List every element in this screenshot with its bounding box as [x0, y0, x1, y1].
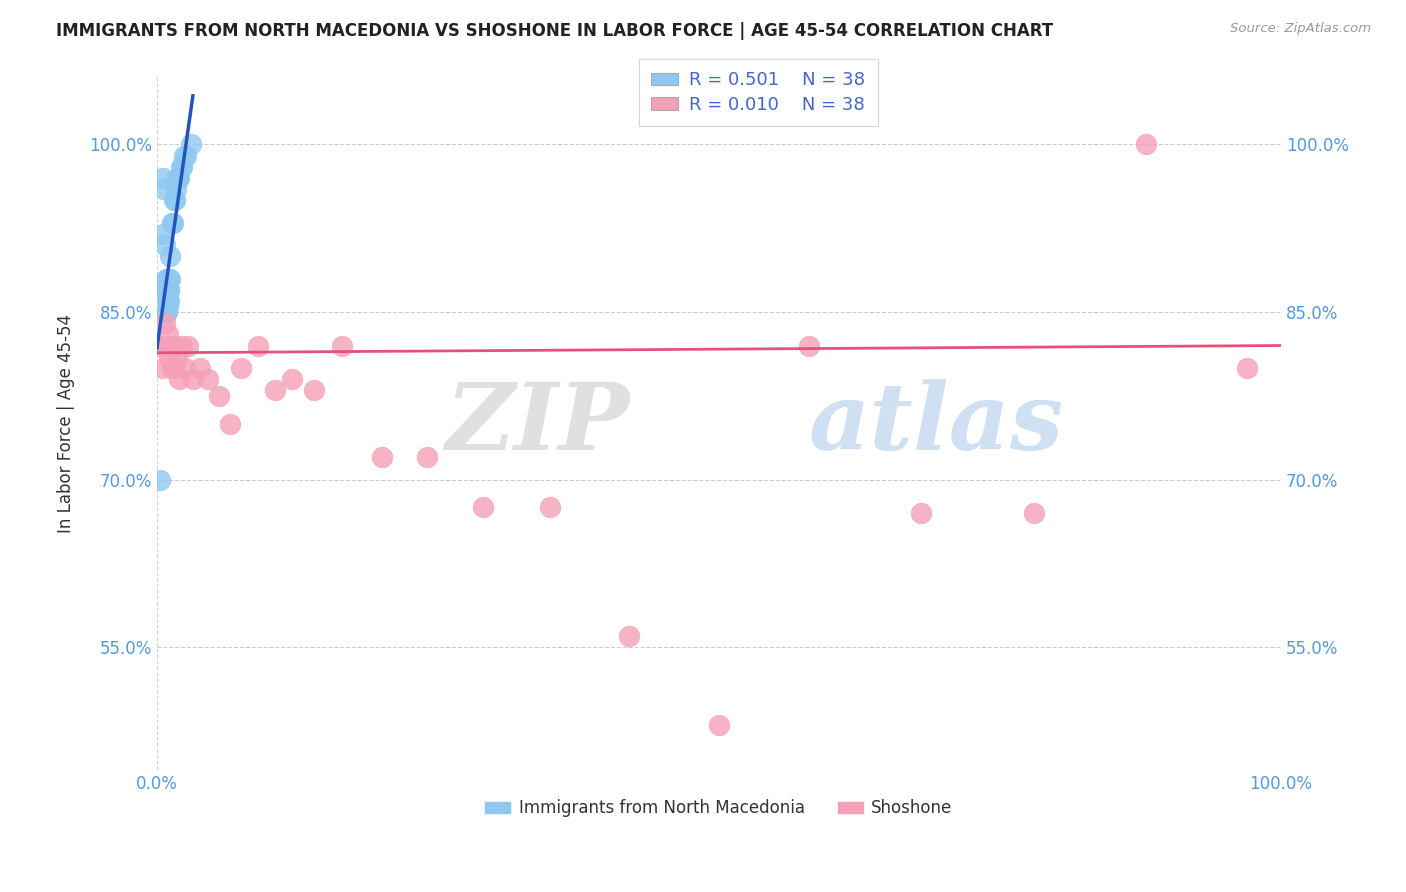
Point — [169, 160, 191, 174]
Point — [174, 148, 197, 162]
Point — [156, 338, 179, 352]
Point — [371, 450, 394, 465]
Point — [157, 293, 180, 308]
Point — [155, 338, 177, 352]
Point — [149, 473, 172, 487]
Point — [169, 372, 191, 386]
Point — [160, 216, 183, 230]
Point — [264, 383, 287, 397]
Point — [157, 300, 180, 314]
Point — [219, 417, 242, 431]
Text: atlas: atlas — [808, 379, 1064, 468]
Point — [153, 283, 176, 297]
Point — [797, 338, 820, 352]
Point — [152, 227, 174, 241]
Point — [156, 293, 179, 308]
Point — [157, 293, 180, 308]
Point — [415, 450, 437, 465]
Point — [170, 160, 193, 174]
Point — [1022, 506, 1045, 520]
Text: ZIP: ZIP — [444, 379, 628, 468]
Point — [617, 629, 640, 643]
Point — [149, 338, 172, 352]
Point — [910, 506, 932, 520]
Point — [156, 305, 179, 319]
Point — [160, 360, 183, 375]
Point — [1236, 360, 1258, 375]
Point — [181, 372, 204, 386]
Point — [166, 171, 188, 186]
Point — [162, 216, 184, 230]
Point — [177, 338, 200, 352]
Y-axis label: In Labor Force | Age 45-54: In Labor Force | Age 45-54 — [58, 314, 75, 533]
Text: Source: ZipAtlas.com: Source: ZipAtlas.com — [1230, 22, 1371, 36]
Point — [163, 194, 186, 208]
Point — [157, 283, 180, 297]
Point — [304, 383, 326, 397]
Point — [152, 360, 174, 375]
Point — [332, 338, 354, 352]
Point — [157, 350, 180, 364]
Point — [153, 316, 176, 330]
Point — [208, 389, 231, 403]
Point — [197, 372, 219, 386]
Point — [231, 360, 253, 375]
Point — [163, 194, 186, 208]
Point — [155, 271, 177, 285]
Point — [165, 182, 187, 196]
Point — [157, 327, 180, 342]
Point — [159, 249, 181, 263]
Point — [174, 360, 197, 375]
Text: IMMIGRANTS FROM NORTH MACEDONIA VS SHOSHONE IN LABOR FORCE | AGE 45-54 CORRELATI: IMMIGRANTS FROM NORTH MACEDONIA VS SHOSH… — [56, 22, 1053, 40]
Point — [167, 171, 190, 186]
Point — [157, 283, 180, 297]
Point — [157, 283, 180, 297]
Point — [163, 338, 186, 352]
Point — [156, 283, 179, 297]
Point — [155, 305, 177, 319]
Point — [159, 338, 181, 352]
Point — [707, 718, 730, 732]
Point — [169, 171, 191, 186]
Point — [156, 283, 179, 297]
Point — [157, 283, 180, 297]
Point — [152, 171, 174, 186]
Point — [173, 148, 195, 162]
Point — [166, 350, 188, 364]
Point — [188, 360, 211, 375]
Point — [170, 338, 193, 352]
Point — [156, 271, 179, 285]
Point — [247, 338, 270, 352]
Legend: Immigrants from North Macedonia, Shoshone: Immigrants from North Macedonia, Shoshon… — [478, 793, 959, 824]
Point — [152, 182, 174, 196]
Point — [157, 271, 180, 285]
Point — [471, 500, 494, 515]
Point — [180, 137, 202, 152]
Point — [538, 500, 561, 515]
Point — [159, 271, 181, 285]
Point — [155, 283, 177, 297]
Point — [281, 372, 304, 386]
Point — [155, 283, 177, 297]
Point — [163, 360, 186, 375]
Point — [153, 238, 176, 252]
Point — [1135, 137, 1157, 152]
